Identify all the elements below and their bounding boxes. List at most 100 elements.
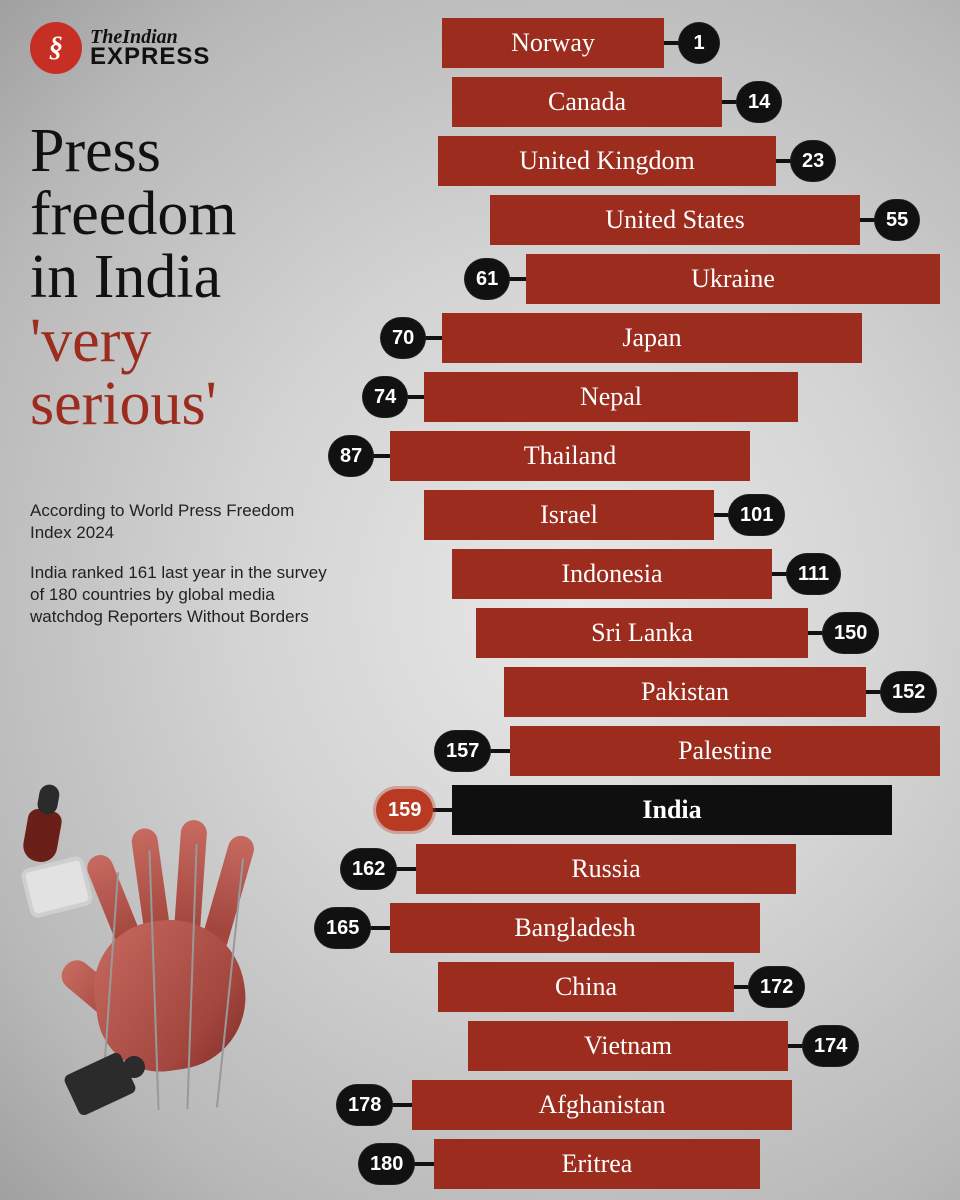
ranking-bar: Eritrea: [434, 1139, 760, 1189]
ranking-bar: United States: [490, 195, 860, 245]
country-label: United Kingdom: [519, 146, 695, 176]
microphone-icon: [21, 807, 64, 864]
rank-badge: 23: [790, 140, 836, 182]
badge-connector: [370, 926, 390, 930]
country-label: Eritrea: [562, 1149, 633, 1179]
ranking-bar: India: [452, 785, 892, 835]
ranking-bar: Vietnam: [468, 1021, 788, 1071]
brand-logo: § TheIndian EXPRESS: [30, 22, 210, 74]
camera-icon: [63, 1051, 138, 1117]
ranking-bar: Thailand: [390, 431, 750, 481]
ranking-row: Eritrea180: [380, 1139, 940, 1189]
rank-badge: 157: [434, 730, 491, 772]
ranking-row: United States 55: [380, 195, 940, 245]
country-label: Indonesia: [561, 559, 662, 589]
rank-badge: 1: [678, 22, 720, 64]
ranking-row: Afghanistan178: [380, 1080, 940, 1130]
country-label: Russia: [571, 854, 640, 884]
ranking-bar: Bangladesh: [390, 903, 760, 953]
country-label: Pakistan: [641, 677, 729, 707]
ranking-bar: Palestine: [510, 726, 940, 776]
ranking-bar: Norway: [442, 18, 664, 68]
headline-word: Press: [30, 117, 161, 185]
rank-badge: 61: [464, 258, 510, 300]
rank-badge: 70: [380, 317, 426, 359]
ranking-chart: Norway 1 Canada 14 United Kingdom 23 United St…: [380, 18, 940, 1198]
ranking-row: Bangladesh165: [380, 903, 940, 953]
country-label: Japan: [622, 323, 681, 353]
country-label: Norway: [511, 28, 595, 58]
country-label: Afghanistan: [538, 1090, 665, 1120]
infographic-root: § TheIndian EXPRESS Press freedom in Ind…: [0, 0, 960, 1200]
rank-badge: 74: [362, 376, 408, 418]
puppet-hand-illustration: [25, 810, 345, 1170]
ranking-bar: Nepal: [424, 372, 798, 422]
country-label: Nepal: [580, 382, 642, 412]
rank-badge: 14: [736, 81, 782, 123]
rank-badge: 150: [822, 612, 879, 654]
rank-badge: 55: [874, 199, 920, 241]
country-label: United States: [605, 205, 744, 235]
ranking-row: China 172: [380, 962, 940, 1012]
rank-badge: 87: [328, 435, 374, 477]
ranking-row: Norway 1: [380, 18, 940, 68]
country-label: Thailand: [524, 441, 616, 471]
country-label: Palestine: [678, 736, 772, 766]
body-copy: India ranked 161 last year in the survey…: [30, 562, 330, 628]
brand-line2: EXPRESS: [90, 46, 210, 68]
ranking-bar: Israel: [424, 490, 714, 540]
rank-badge: 152: [880, 671, 937, 713]
country-label: Ukraine: [691, 264, 775, 294]
badge-connector: [396, 867, 416, 871]
rank-badge: 180: [358, 1143, 415, 1185]
badge-connector: [432, 808, 452, 812]
ranking-row: Sri Lanka 150: [380, 608, 940, 658]
badge-connector: [490, 749, 510, 753]
ranking-bar: Canada: [452, 77, 722, 127]
headline: Press freedom in India 'very serious': [30, 120, 350, 436]
ranking-row: Pakistan 152: [380, 667, 940, 717]
ranking-bar: Indonesia: [452, 549, 772, 599]
ranking-row: Indonesia 111: [380, 549, 940, 599]
headline-word: in India: [30, 243, 221, 311]
ranking-row: Japan 70: [380, 313, 940, 363]
rank-badge: 159: [376, 789, 433, 831]
ranking-row: United Kingdom 23: [380, 136, 940, 186]
ranking-row: Ukraine 61: [380, 254, 940, 304]
ranking-row: Palestine 157: [380, 726, 940, 776]
country-label: Israel: [540, 500, 598, 530]
newspaper-icon: [20, 855, 94, 919]
brand-wordmark: TheIndian EXPRESS: [90, 28, 210, 68]
subheadline: According to World Press Freedom Index 2…: [30, 500, 330, 544]
rank-badge: 111: [786, 553, 841, 595]
rank-badge: 174: [802, 1025, 859, 1067]
ranking-bar: Pakistan: [504, 667, 866, 717]
country-label: Canada: [548, 87, 626, 117]
rank-badge: 162: [340, 848, 397, 890]
ranking-bar: Japan: [442, 313, 862, 363]
ranking-bar: China: [438, 962, 734, 1012]
headline-accent: 'very: [30, 307, 151, 375]
ranking-row: Nepal74: [380, 372, 940, 422]
headline-accent: serious': [30, 370, 217, 438]
ranking-row: Vietnam 174: [380, 1021, 940, 1071]
ranking-bar: Russia: [416, 844, 796, 894]
country-label: Sri Lanka: [591, 618, 693, 648]
ranking-row: Israel 101: [380, 490, 940, 540]
badge-connector: [414, 1162, 434, 1166]
ranking-bar: Afghanistan: [412, 1080, 792, 1130]
headline-word: freedom: [30, 180, 237, 248]
brand-mark: §: [30, 22, 82, 74]
country-label: Bangladesh: [514, 913, 635, 943]
ranking-bar: United Kingdom: [438, 136, 776, 186]
ranking-row: Russia162: [380, 844, 940, 894]
ranking-bar: Sri Lanka: [476, 608, 808, 658]
ranking-row: Thailand87: [380, 431, 940, 481]
country-label: India: [642, 795, 701, 825]
ranking-bar: Ukraine: [526, 254, 940, 304]
rank-badge: 101: [728, 494, 785, 536]
country-label: China: [555, 972, 617, 1002]
country-label: Vietnam: [584, 1031, 672, 1061]
rank-badge: 172: [748, 966, 805, 1008]
brand-glyph: §: [49, 32, 63, 64]
